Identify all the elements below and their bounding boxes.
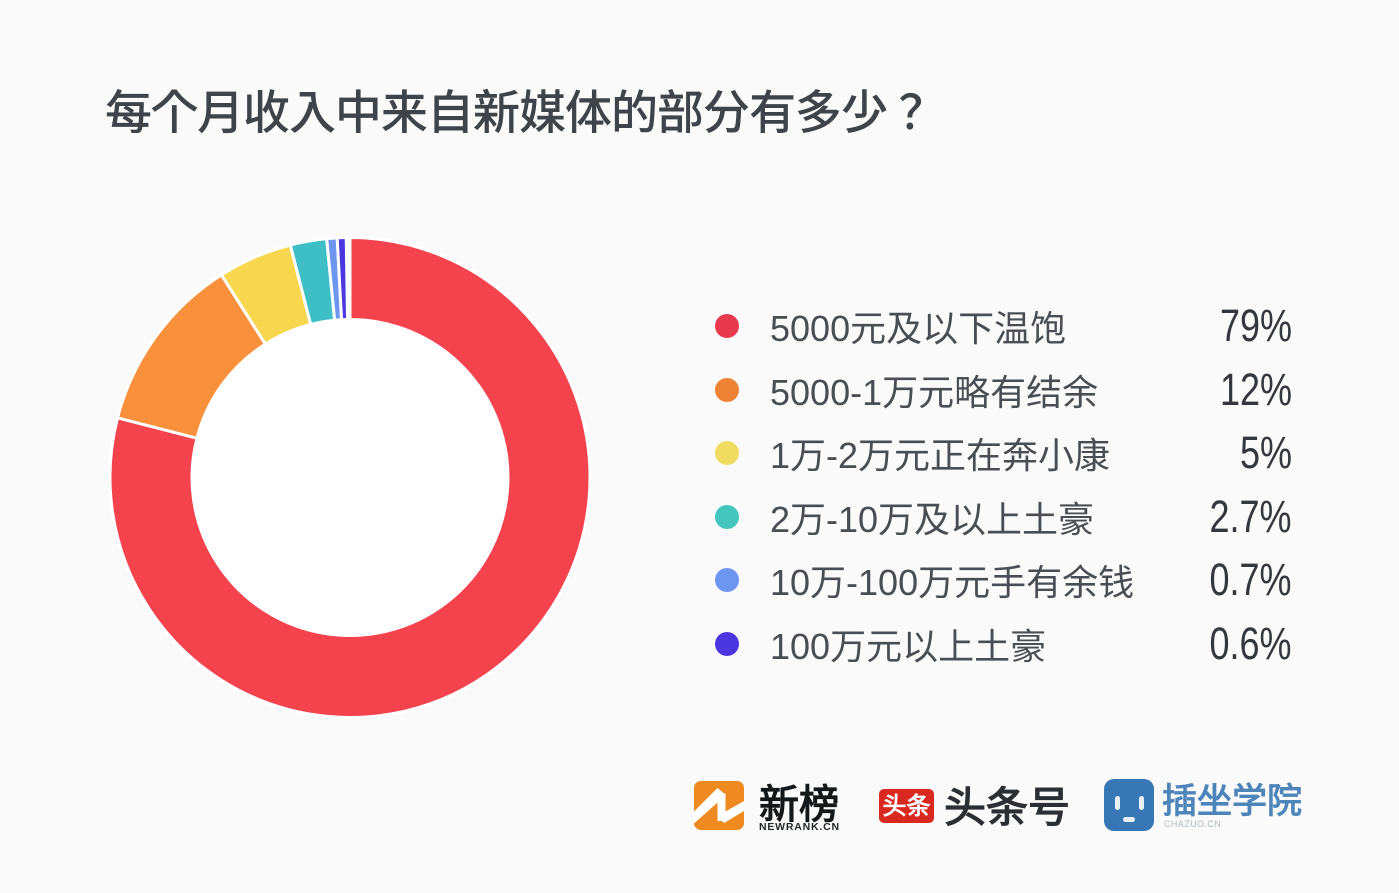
svg-text:新榜: 新榜 [759, 783, 839, 827]
svg-text:NEWRANK.CN: NEWRANK.CN [759, 821, 840, 833]
svg-text:CHAZUO.CN: CHAZUO.CN [1164, 819, 1221, 829]
svg-text:头条: 头条 [883, 793, 932, 820]
svg-text:插坐学院: 插坐学院 [1162, 781, 1302, 821]
svg-text:头条号: 头条号 [944, 784, 1070, 831]
